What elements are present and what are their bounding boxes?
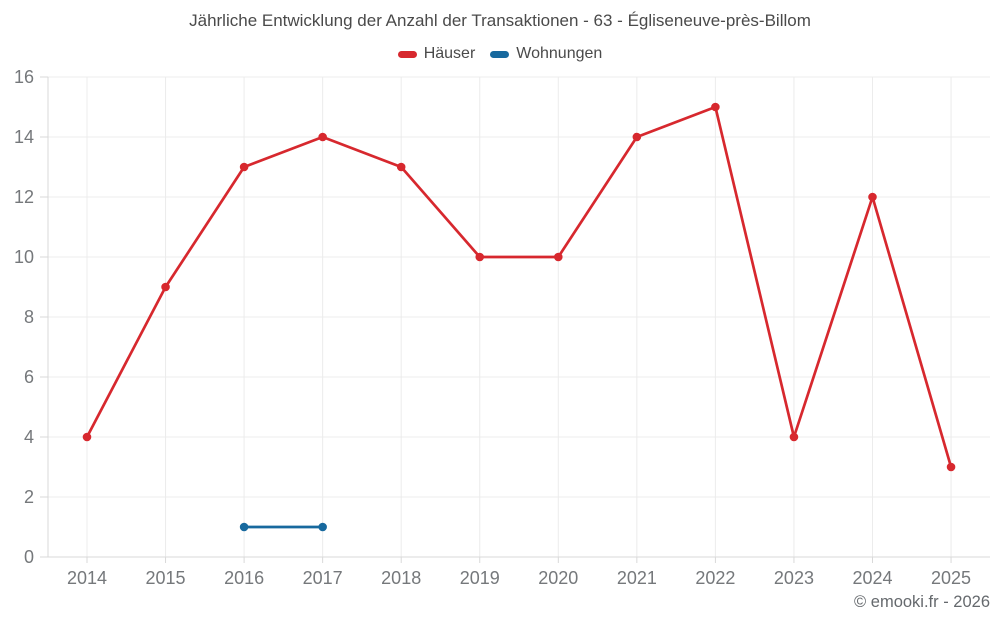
x-axis-tick-label: 2019: [460, 568, 500, 588]
series-line-hauser: [85, 105, 953, 469]
x-axis-tick-label: 2020: [538, 568, 578, 588]
data-point-hauser[interactable]: [239, 162, 249, 172]
data-point-hauser[interactable]: [868, 192, 877, 202]
y-axis-tick-label: 12: [14, 187, 34, 207]
legend-label: Häuser: [423, 45, 476, 62]
x-axis-tick-label: 2018: [381, 568, 421, 588]
x-axis-tick-label: 2025: [931, 568, 971, 588]
x-axis-tick-label: 2015: [146, 568, 186, 588]
data-point-hauser[interactable]: [396, 162, 406, 172]
data-point-hauser[interactable]: [554, 252, 563, 262]
x-axis-tick-label: 2023: [774, 568, 814, 588]
legend-label: Wohnungen: [516, 45, 603, 62]
data-point-hauser[interactable]: [318, 132, 327, 142]
y-axis-tick-label: 6: [24, 367, 34, 387]
x-axis-tick-label: 2017: [303, 568, 343, 588]
data-point-hauser[interactable]: [161, 282, 170, 292]
data-point-hauser[interactable]: [711, 102, 720, 112]
data-point-hauser[interactable]: [632, 132, 642, 142]
data-point-hauser[interactable]: [789, 432, 799, 442]
y-axis-tick-label: 0: [24, 547, 34, 567]
copyright-footer: © emooki.fr - 2026: [854, 593, 990, 611]
y-axis-tick-label: 4: [24, 427, 34, 447]
data-point-hauser[interactable]: [82, 432, 92, 442]
y-axis-tick-label: 14: [14, 127, 34, 147]
legend-swatch-icon: [490, 50, 510, 58]
legend-swatch-icon: [397, 50, 417, 58]
data-point-hauser[interactable]: [475, 252, 485, 262]
data-point-wohnungen[interactable]: [239, 522, 249, 532]
legend-item-hauser[interactable]: Häuser: [397, 45, 476, 63]
x-axis-tick-label: 2016: [224, 568, 264, 588]
x-axis-tick-label: 2024: [852, 568, 892, 588]
x-axis-tick-label: 2022: [695, 568, 735, 588]
y-axis-tick-label: 10: [14, 247, 34, 267]
data-point-wohnungen[interactable]: [318, 522, 327, 532]
legend-item-wohnungen[interactable]: Wohnungen: [490, 45, 602, 63]
chart-title: Jährliche Entwicklung der Anzahl der Tra…: [189, 11, 811, 30]
y-axis-tick-label: 8: [24, 307, 34, 327]
y-axis-tick-label: 2: [24, 487, 34, 507]
y-axis-tick-label: 16: [14, 67, 34, 87]
chart-legend: Häuser Wohnungen: [0, 45, 1000, 63]
x-axis-tick-label: 2014: [67, 568, 107, 588]
data-point-hauser[interactable]: [946, 462, 956, 472]
x-axis-tick-label: 2021: [617, 568, 657, 588]
